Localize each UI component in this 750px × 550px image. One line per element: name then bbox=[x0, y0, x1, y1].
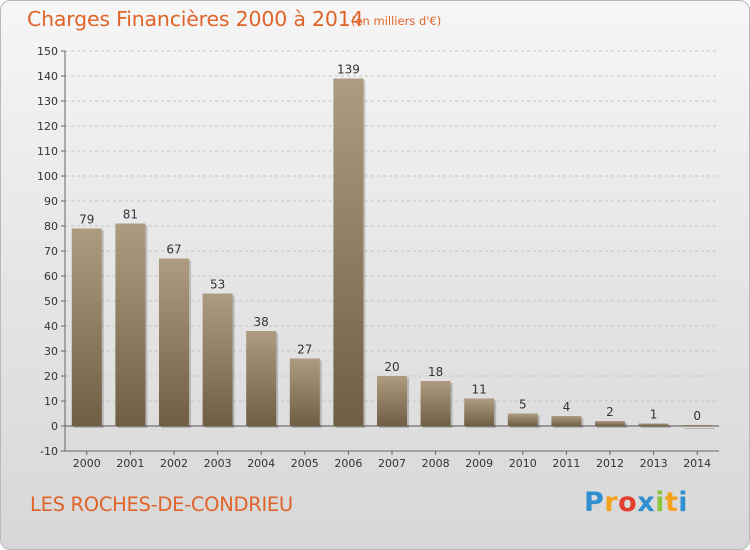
y-tick-label: 40 bbox=[44, 320, 58, 333]
x-tick-label-2010: 2010 bbox=[509, 457, 537, 470]
x-tick-label-2002: 2002 bbox=[160, 457, 188, 470]
bar-2003 bbox=[202, 293, 233, 426]
y-tick-label: 120 bbox=[37, 120, 58, 133]
logo-letter: x bbox=[637, 487, 656, 518]
bar-2007 bbox=[377, 376, 407, 426]
bar-2005 bbox=[289, 358, 320, 426]
y-tick-label: 10 bbox=[44, 395, 58, 408]
logo-letter: r bbox=[604, 487, 619, 518]
x-tick-label-2012: 2012 bbox=[596, 457, 624, 470]
labels: -100102030405060708090100110120130140150… bbox=[37, 45, 711, 470]
chart-subtitle: (en milliers d'€) bbox=[351, 14, 442, 28]
y-tick-label: 140 bbox=[37, 70, 58, 83]
bar-2006 bbox=[333, 78, 364, 426]
bar-2012 bbox=[595, 421, 625, 426]
y-tick-label: -10 bbox=[40, 445, 58, 458]
y-tick-label: 70 bbox=[44, 245, 58, 258]
value-label-2008: 18 bbox=[428, 365, 443, 379]
value-label-2011: 4 bbox=[563, 400, 571, 414]
logo-letter: i bbox=[678, 487, 689, 518]
x-tick-label-2004: 2004 bbox=[247, 457, 275, 470]
x-tick-label-2013: 2013 bbox=[640, 457, 668, 470]
y-tick-label: 50 bbox=[44, 295, 58, 308]
x-tick-label-2011: 2011 bbox=[552, 457, 580, 470]
value-label-2012: 2 bbox=[606, 405, 614, 419]
logo-letter: P bbox=[584, 487, 605, 518]
value-label-2014: 0 bbox=[693, 409, 701, 423]
x-tick-label-2001: 2001 bbox=[116, 457, 144, 470]
y-tick-label: 100 bbox=[37, 170, 58, 183]
bar-2010 bbox=[507, 413, 538, 426]
value-label-2003: 53 bbox=[210, 278, 225, 292]
bar-2013 bbox=[638, 423, 669, 426]
value-label-2006: 139 bbox=[337, 63, 360, 77]
y-tick-label: 80 bbox=[44, 220, 58, 233]
x-tick-label-2008: 2008 bbox=[422, 457, 450, 470]
commune-name: LES ROCHES-DE-CONDRIEU bbox=[30, 493, 293, 516]
value-label-2002: 67 bbox=[166, 243, 181, 257]
y-tick-label: 30 bbox=[44, 345, 58, 358]
value-label-2005: 27 bbox=[297, 343, 312, 357]
chart-title: Charges Financières 2000 à 2014 bbox=[27, 7, 364, 31]
x-tick-label-2009: 2009 bbox=[465, 457, 493, 470]
value-label-2000: 79 bbox=[79, 213, 94, 227]
bar-2000 bbox=[71, 228, 102, 426]
bar-2011 bbox=[551, 416, 582, 426]
logo-letter: o bbox=[618, 487, 638, 518]
x-tick-label-2007: 2007 bbox=[378, 457, 406, 470]
bar-2001 bbox=[115, 223, 146, 426]
bar-2008 bbox=[420, 381, 451, 426]
bar-shadow bbox=[640, 425, 671, 428]
x-tick-label-2003: 2003 bbox=[204, 457, 232, 470]
bar-2002 bbox=[159, 258, 189, 426]
proxiti-logo: Proxiti bbox=[584, 487, 688, 518]
bar-2009 bbox=[464, 398, 495, 426]
bars bbox=[71, 78, 715, 429]
value-label-2001: 81 bbox=[123, 208, 138, 222]
x-tick-label-2000: 2000 bbox=[73, 457, 101, 470]
x-tick-label-2006: 2006 bbox=[334, 457, 362, 470]
value-label-2004: 38 bbox=[254, 315, 269, 329]
logo-letter: i bbox=[655, 487, 665, 518]
bar-shadow bbox=[684, 428, 715, 429]
value-label-2007: 20 bbox=[384, 360, 399, 374]
value-label-2009: 11 bbox=[472, 383, 487, 397]
bar-2014 bbox=[682, 425, 713, 426]
logo-letter: t bbox=[664, 487, 679, 518]
y-tick-label: 90 bbox=[44, 195, 58, 208]
y-tick-label: 0 bbox=[51, 420, 58, 433]
value-label-2013: 1 bbox=[650, 408, 658, 422]
x-tick-label-2014: 2014 bbox=[683, 457, 711, 470]
x-tick-label-2005: 2005 bbox=[291, 457, 319, 470]
y-tick-label: 60 bbox=[44, 270, 58, 283]
y-tick-label: 110 bbox=[37, 145, 58, 158]
y-tick-label: 20 bbox=[44, 370, 58, 383]
value-label-2010: 5 bbox=[519, 398, 527, 412]
bar-2004 bbox=[246, 331, 277, 426]
y-tick-label: 130 bbox=[37, 95, 58, 108]
y-tick-label: 150 bbox=[37, 45, 58, 58]
